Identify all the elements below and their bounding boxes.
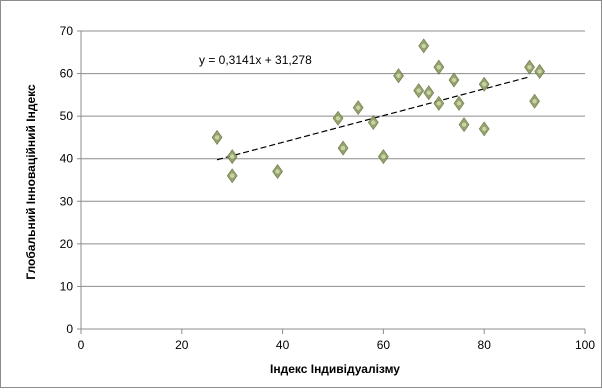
y-tick-label: 10 bbox=[60, 279, 74, 293]
data-point bbox=[337, 140, 349, 156]
point-highlight bbox=[456, 101, 462, 106]
y-tick-label: 70 bbox=[60, 24, 74, 38]
data-point bbox=[413, 83, 425, 99]
data-point bbox=[433, 95, 445, 111]
data-point bbox=[226, 168, 238, 184]
tick-labels: 0 10 20 30 40 50 60 70 0 20 40 60 80 100 bbox=[60, 24, 596, 352]
y-tick-label: 40 bbox=[60, 152, 74, 166]
data-point bbox=[478, 76, 490, 92]
y-tick-label: 20 bbox=[60, 237, 74, 251]
point-highlight bbox=[436, 64, 442, 70]
data-point bbox=[211, 129, 223, 145]
x-tick-label: 100 bbox=[575, 338, 595, 352]
point-highlight bbox=[436, 101, 442, 106]
trendline-equation: y = 0,3141x + 31,278 bbox=[199, 53, 312, 67]
point-highlight bbox=[230, 154, 235, 159]
data-point bbox=[478, 121, 490, 137]
point-highlight bbox=[421, 43, 426, 49]
y-tick-label: 0 bbox=[66, 322, 73, 336]
data-point bbox=[448, 72, 460, 88]
data-point bbox=[433, 59, 445, 75]
y-tick-label: 50 bbox=[60, 109, 74, 123]
point-highlight bbox=[537, 69, 542, 74]
point-highlight bbox=[340, 145, 346, 151]
y-axis-title: Глобальний Інноваційний Індекс bbox=[24, 84, 38, 280]
point-highlight bbox=[275, 169, 280, 174]
data-point bbox=[524, 59, 535, 75]
point-highlight bbox=[230, 173, 235, 178]
data-point bbox=[453, 95, 465, 111]
point-highlight bbox=[461, 122, 467, 127]
data-point bbox=[418, 38, 430, 54]
data-point bbox=[393, 68, 404, 84]
point-highlight bbox=[356, 105, 361, 110]
y-tick-label: 30 bbox=[60, 194, 74, 208]
data-point bbox=[378, 149, 389, 165]
point-highlight bbox=[527, 64, 532, 70]
x-tick-label: 0 bbox=[78, 338, 85, 352]
data-points bbox=[211, 38, 546, 184]
data-point bbox=[332, 110, 344, 126]
axes bbox=[77, 30, 586, 334]
data-point bbox=[423, 85, 435, 101]
x-tick-label: 20 bbox=[175, 338, 189, 352]
data-point bbox=[226, 149, 238, 165]
x-axis-title: Індекс Індивідуалізму bbox=[270, 362, 400, 376]
data-point bbox=[534, 63, 546, 79]
point-highlight bbox=[532, 99, 537, 104]
data-point bbox=[529, 93, 540, 109]
data-point bbox=[367, 115, 379, 131]
point-highlight bbox=[482, 82, 487, 87]
point-highlight bbox=[371, 120, 376, 125]
x-tick-label: 40 bbox=[276, 338, 290, 352]
point-highlight bbox=[381, 154, 386, 159]
point-highlight bbox=[416, 88, 421, 93]
point-highlight bbox=[396, 73, 401, 78]
point-highlight bbox=[214, 135, 220, 140]
x-tick-label: 80 bbox=[478, 338, 492, 352]
data-point bbox=[272, 163, 283, 180]
point-highlight bbox=[426, 90, 431, 95]
y-tick-label: 60 bbox=[60, 67, 74, 81]
x-tick-label: 60 bbox=[377, 338, 391, 352]
point-highlight bbox=[335, 116, 341, 121]
data-point bbox=[352, 100, 364, 116]
point-highlight bbox=[482, 126, 487, 132]
point-highlight bbox=[451, 77, 457, 83]
data-point bbox=[458, 117, 470, 133]
grid-lines bbox=[81, 30, 585, 287]
